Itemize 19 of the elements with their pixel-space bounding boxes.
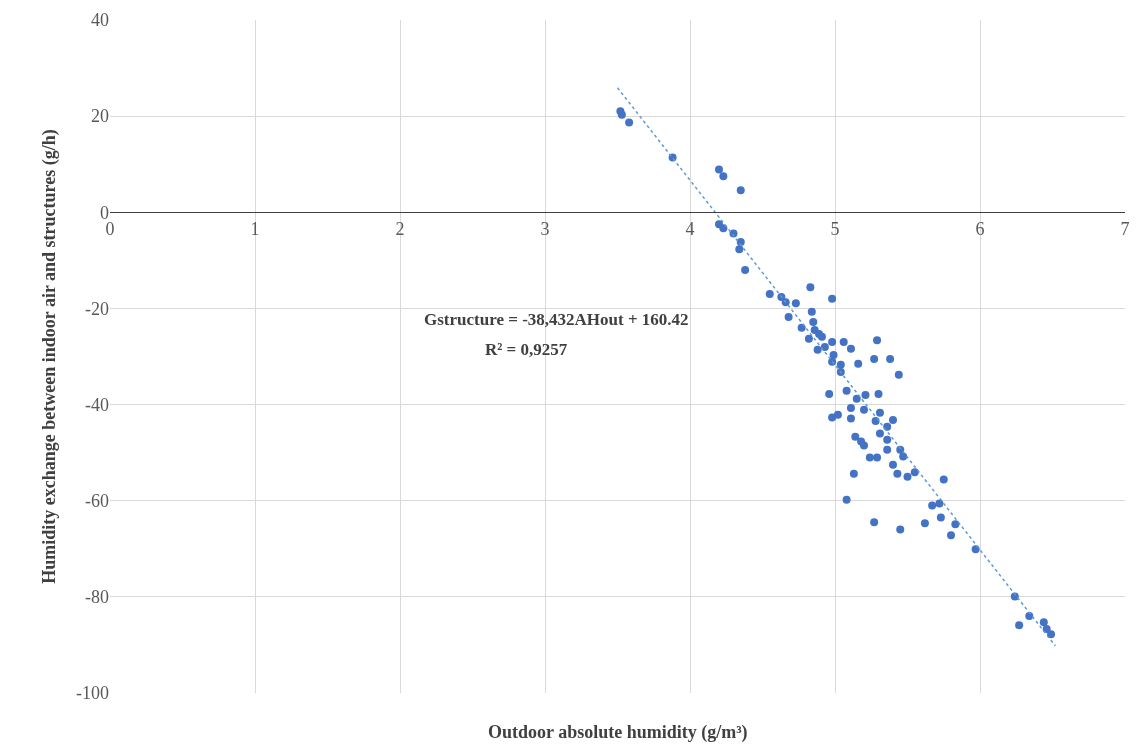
y-tick-label: 40 <box>91 10 109 31</box>
y-tick-label: -40 <box>85 394 109 415</box>
y-tick-label: -100 <box>76 683 109 704</box>
annotation: R² = 0,9257 <box>485 340 568 359</box>
y-tick-label: -60 <box>85 491 109 512</box>
x-tick-label: 2 <box>395 218 405 239</box>
x-tick-label: 4 <box>685 218 695 239</box>
y-tick-label: 20 <box>91 106 109 127</box>
y-tick-label: -20 <box>85 298 109 319</box>
x-tick-label: 6 <box>975 218 985 239</box>
y-axis-title: Humidity exchange between indoor air and structures (g/h) <box>39 129 61 584</box>
annotation: Gstructure = -38,432AHout + 160.42 <box>424 310 689 329</box>
y-tick-label: -80 <box>85 587 109 608</box>
x-tick-label: 1 <box>250 218 260 239</box>
x-tick-label: 5 <box>830 218 840 239</box>
y-tick-label: 0 <box>100 202 109 223</box>
x-tick-label: 3 <box>540 218 550 239</box>
x-tick-label: 7 <box>1120 218 1130 239</box>
x-axis-title: Outdoor absolute humidity (g/m³) <box>488 722 748 743</box>
